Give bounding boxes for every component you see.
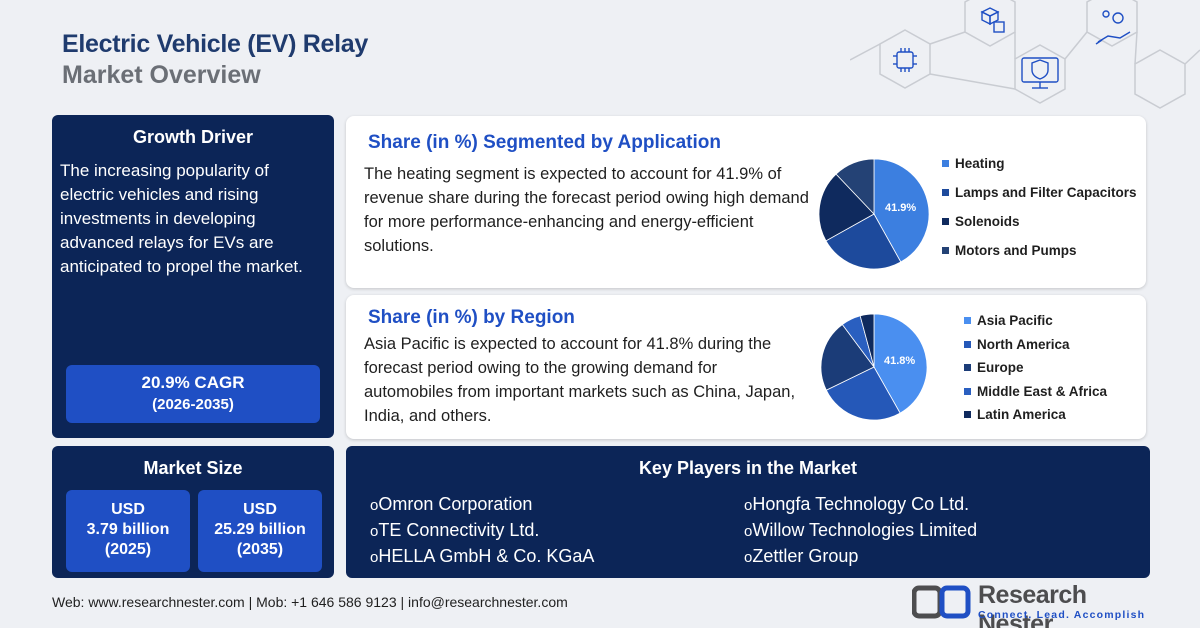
region-pie-chart: 41.8% (820, 313, 928, 421)
key-players-title: Key Players in the Market (638, 458, 858, 478)
region-title: Share (in %) by Region (368, 307, 575, 328)
player-item: oOmron Corporation (370, 494, 533, 514)
pie-slice-solenoids (818, 173, 875, 242)
player-item: oHELLA GmbH & Co. KGaA (370, 546, 595, 566)
pie-slice-heating (873, 158, 930, 263)
cagr-box: 20.9% CAGR (2026-2035) (66, 365, 320, 423)
pie-data-label: 41.8% (884, 355, 915, 367)
application-title: Share (in %) Segmented by Application (368, 132, 721, 153)
pie-slice-north-america (825, 366, 901, 421)
legend-item: Asia Pacific (964, 313, 1053, 328)
gear-hand-icon (1095, 10, 1131, 45)
logo-mark-icon (912, 585, 971, 619)
legend-swatch (964, 317, 971, 324)
currency-label: USD (111, 501, 145, 518)
amount-label: 25.29 billion (214, 521, 306, 538)
brand-name: Research Nester (978, 581, 1087, 628)
legend-item: Middle East & Africa (964, 384, 1107, 399)
legend-label: North America (977, 336, 1070, 352)
growth-driver-panel: Growth Driver The increasing popularity … (52, 115, 334, 438)
shield-monitor-icon (1021, 57, 1059, 89)
year-label: (2035) (236, 541, 284, 558)
legend-swatch (942, 218, 949, 225)
cubes-icon (980, 7, 1005, 33)
region-text: Asia Pacific is expected to account for … (364, 335, 796, 425)
pie-slice-lamps-and-filter-capacitors (825, 213, 902, 270)
cagr-value: 20.9% CAGR (141, 373, 245, 392)
legend-label: Europe (977, 360, 1024, 375)
legend-swatch (964, 411, 971, 418)
application-text: The heating segment is expected to accou… (364, 165, 809, 255)
legend-swatch (964, 364, 971, 371)
legend-label: Asia Pacific (977, 313, 1053, 328)
growth-driver-title: Growth Driver (132, 127, 254, 147)
legend-item: North America (964, 337, 1070, 352)
legend-swatch (942, 160, 949, 167)
market-size-2025: USD 3.79 billion (2025) (66, 490, 190, 572)
legend-item: Latin America (964, 407, 1066, 422)
legend-label: Latin America (977, 407, 1066, 422)
brand-tagline: Connect. Lead. Accomplish (978, 609, 1146, 621)
legend-label: Motors and Pumps (955, 243, 1077, 258)
currency-label: USD (243, 501, 277, 518)
legend-swatch (942, 189, 949, 196)
pie-data-label: 41.9% (885, 202, 916, 214)
legend-swatch (964, 340, 971, 348)
legend-item: Heating (942, 156, 1005, 171)
legend-swatch (942, 247, 949, 254)
legend-label: Solenoids (955, 214, 1020, 229)
key-players-panel: Key Players in the Market oOmron Corpora… (346, 446, 1150, 578)
legend-swatch (964, 387, 971, 395)
page-subtitle: Market Overview (62, 61, 261, 89)
legend-item: Motors and Pumps (942, 243, 1077, 258)
player-item: oZettler Group (744, 546, 859, 566)
page-title: Electric Vehicle (EV) Relay (62, 30, 368, 58)
legend-item: Europe (964, 360, 1024, 375)
ai-chip-icon (893, 48, 917, 72)
brand-logo: Research Nester Connect. Lead. Accomplis… (912, 581, 1152, 628)
legend-label: Heating (955, 156, 1005, 171)
market-size-2035: USD 25.29 billion (2035) (198, 490, 322, 572)
cagr-period: (2026-2035) (152, 396, 234, 413)
year-label: (2025) (104, 541, 152, 558)
market-size-panel: Market Size USD 3.79 billion (2025) USD … (52, 446, 334, 578)
player-item: oWillow Technologies Limited (744, 520, 978, 540)
region-share-panel: Share (in %) by Region Asia Pacific is e… (346, 295, 1146, 439)
legend-label: Middle East & Africa (977, 383, 1108, 399)
pie-slice-asia-pacific (873, 313, 928, 414)
market-size-title: Market Size (143, 458, 243, 478)
application-pie-chart: 41.9% (818, 158, 930, 270)
legend-item: Lamps and Filter Capacitors (942, 185, 1137, 200)
growth-driver-description: The increasing popularity of electric ve… (60, 161, 303, 276)
pie-slice-europe (820, 323, 875, 391)
footer-contact: Web: www.researchnester.com | Mob: +1 64… (52, 594, 568, 610)
title-block: Electric Vehicle (EV) Relay Market Overv… (62, 30, 368, 90)
player-item: oTE Connectivity Ltd. (370, 520, 540, 540)
hexagon-decoration (850, 0, 1200, 109)
pie-slice-motors-and-pumps (835, 158, 875, 216)
application-share-panel: Share (in %) Segmented by Application Th… (346, 116, 1146, 288)
amount-label: 3.79 billion (86, 521, 170, 538)
legend-label: Lamps and Filter Capacitors (955, 185, 1137, 200)
legend-item: Solenoids (942, 214, 1020, 229)
player-item: oHongfa Technology Co Ltd. (744, 494, 970, 514)
pie-slice-latin-america (859, 313, 875, 368)
